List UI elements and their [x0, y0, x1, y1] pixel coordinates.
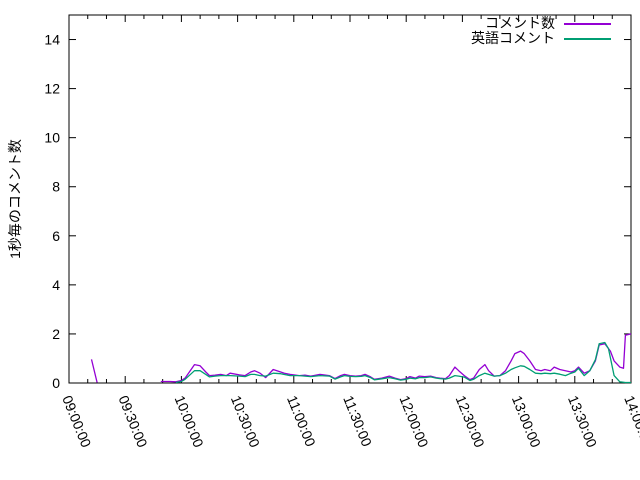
series-line-0 [90, 333, 632, 383]
x-tick-label: 11:00:00 [284, 393, 319, 449]
x-tick-label: 09:00:00 [59, 393, 94, 450]
legend-line-sample-english-comments [564, 37, 611, 40]
y-tick-label: 2 [52, 326, 60, 342]
y-tick-label: 8 [52, 179, 60, 195]
legend-line-sample-comments [564, 22, 611, 25]
legend-label-comments: コメント数 [485, 15, 555, 31]
x-tick-label: 09:30:00 [115, 393, 150, 450]
x-tick-label: 14:00:00 [621, 393, 640, 450]
x-tick-label: 13:30:00 [565, 393, 600, 450]
x-tick-label: 12:30:00 [453, 393, 488, 450]
legend-label-english-comments: 英語コメント [471, 30, 555, 46]
y-tick-label: 14 [44, 32, 60, 48]
legend-entry-english-comments: 英語コメント [471, 31, 611, 46]
x-tick-label: 10:00:00 [172, 393, 207, 450]
plot-border [68, 14, 632, 384]
x-tick-label: 13:00:00 [509, 393, 544, 450]
y-axis-title: 1秒毎のコメント数 [7, 139, 23, 259]
y-tick-label: 4 [52, 277, 60, 293]
y-tick-label: 10 [44, 130, 60, 146]
x-tick-label: 10:30:00 [228, 393, 263, 450]
x-tick-label: 12:00:00 [396, 393, 431, 450]
y-tick-label: 0 [52, 375, 60, 391]
legend-entry-comments: コメント数 [471, 16, 611, 31]
series-line-1 [175, 341, 631, 384]
x-tick-label: 11:30:00 [340, 393, 375, 449]
y-tick-label: 6 [52, 228, 60, 244]
legend: コメント数 英語コメント [471, 16, 611, 46]
y-tick-label: 12 [44, 81, 60, 97]
